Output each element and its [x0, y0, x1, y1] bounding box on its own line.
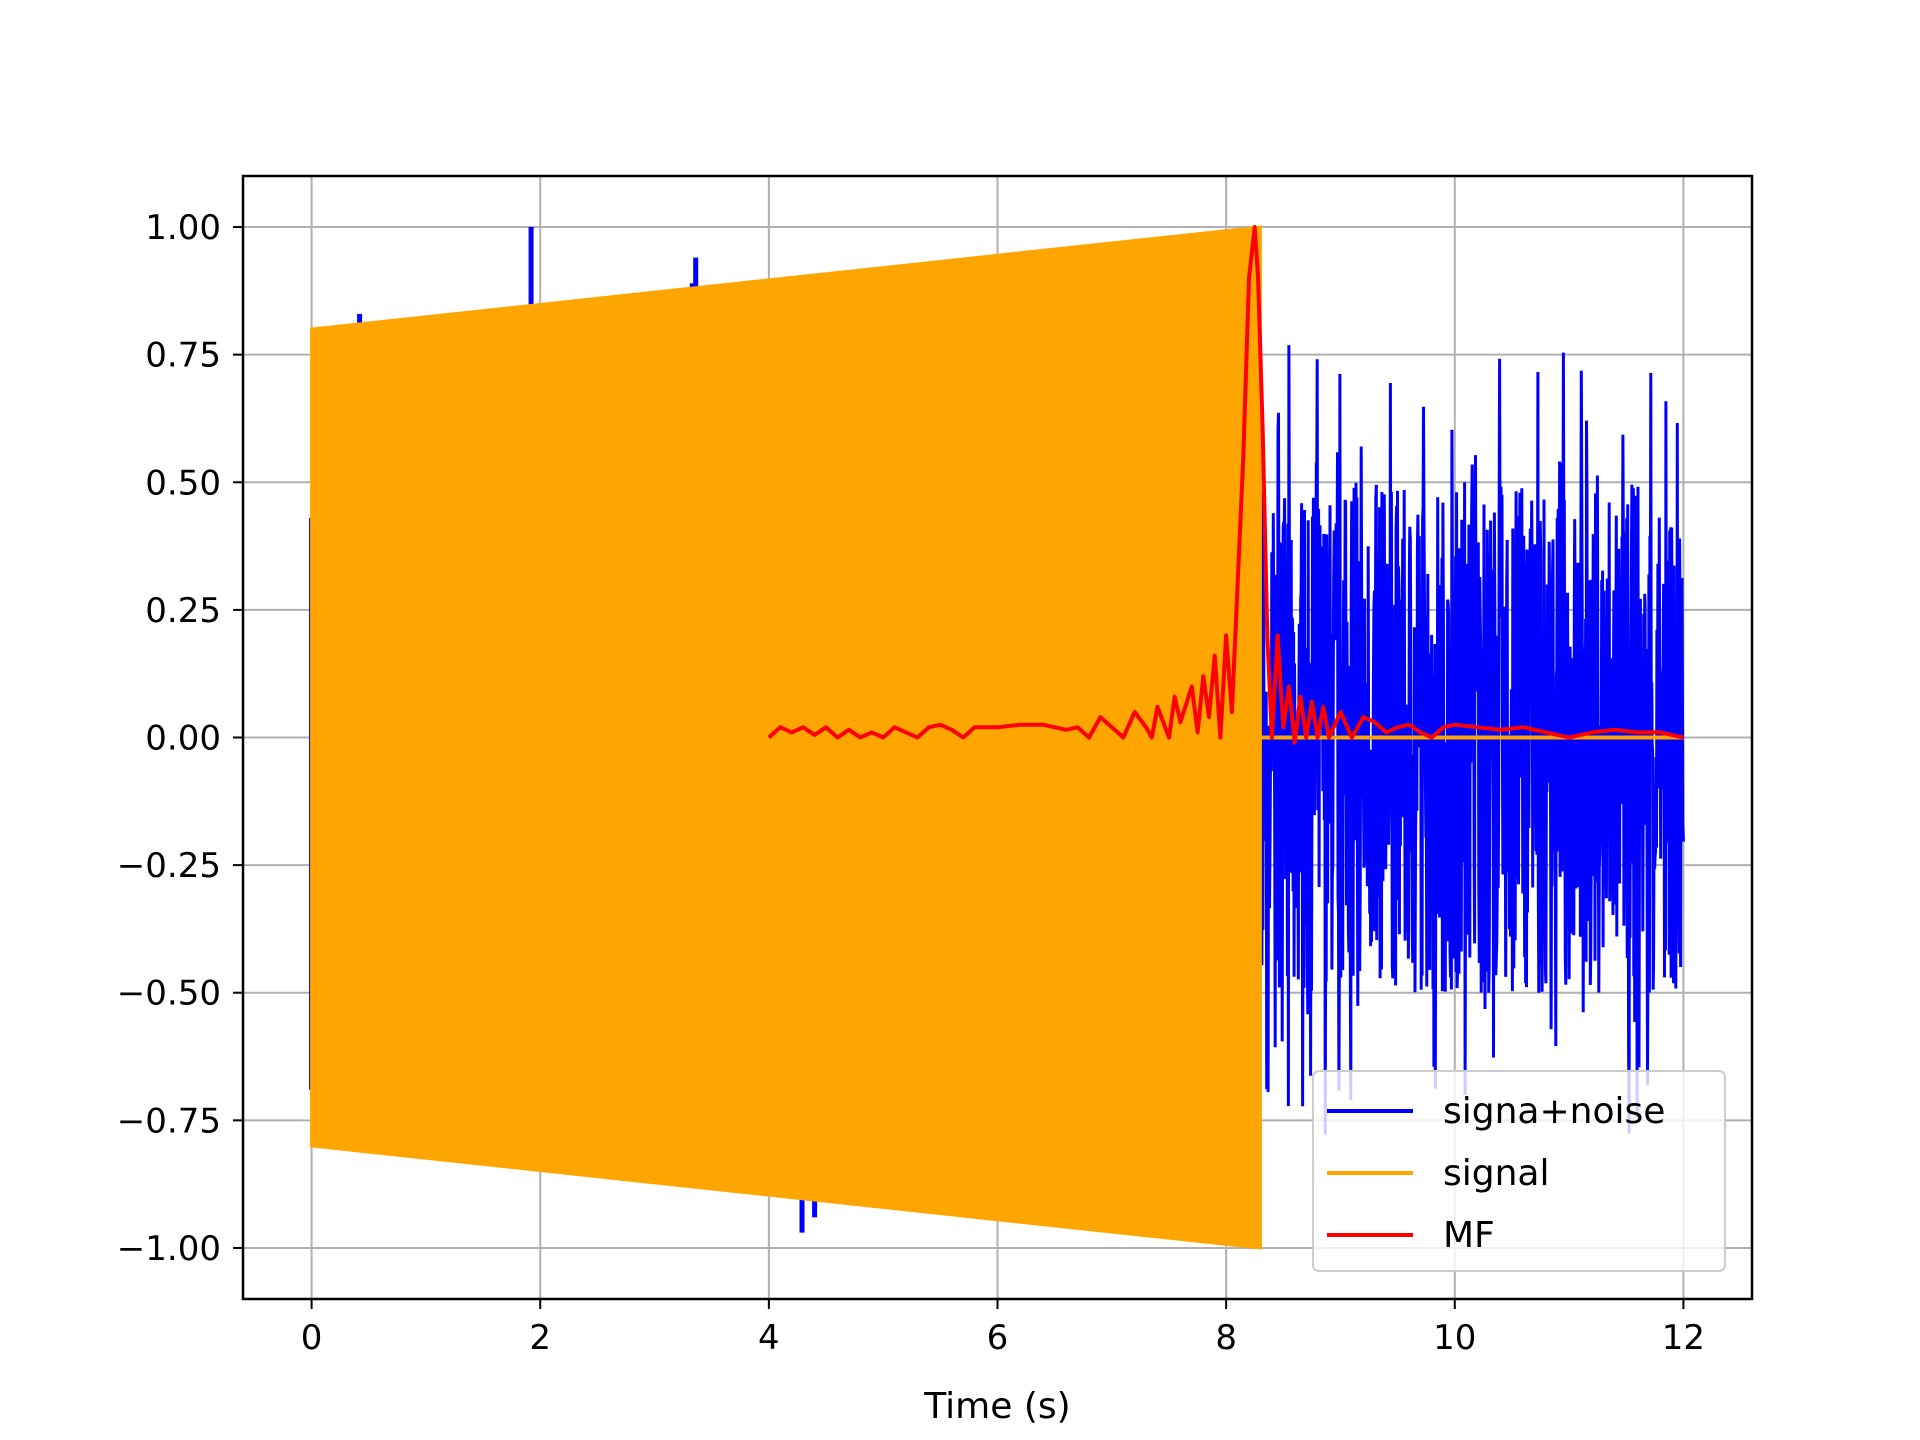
signal-envelope [310, 225, 1262, 1250]
x-tick-label: 10 [1433, 1318, 1476, 1358]
axes: 0 2 4 6 8 10 12 1.00 0.75 0.50 0.25 0.00 −0.25 −0.50 −… [117, 174, 1754, 1358]
legend: signa+noise signal MF [1312, 1070, 1726, 1272]
x-tick-label: 8 [1215, 1318, 1237, 1358]
y-tick-label: 0.75 [145, 336, 221, 376]
signal-noise-line [1256, 345, 1685, 1135]
y-tick-label: −0.75 [117, 1101, 221, 1141]
legend-label: MF [1443, 1215, 1495, 1256]
legend-box [1312, 1070, 1726, 1272]
legend-label: signal [1443, 1153, 1550, 1194]
x-tick-label: 4 [758, 1318, 780, 1358]
y-tick-label: −1.00 [117, 1229, 221, 1269]
x-tick-label: 0 [301, 1318, 323, 1358]
y-tick-label: 0.50 [145, 463, 221, 503]
x-tick-label: 12 [1662, 1318, 1705, 1358]
x-axis-label: Time (s) [923, 1386, 1070, 1427]
x-tick-label: 6 [987, 1318, 1009, 1358]
y-tick-label: −0.50 [117, 974, 221, 1014]
y-tick-label: 1.00 [145, 208, 221, 248]
series-layer [309, 225, 1685, 1250]
x-tick-label: 2 [529, 1318, 551, 1358]
y-tick-label: 0.25 [145, 591, 221, 631]
legend-label: signa+noise [1443, 1091, 1665, 1132]
y-tick-label: −0.25 [117, 846, 221, 886]
y-tick-label: 0.00 [145, 719, 221, 759]
mf-line [767, 225, 1684, 745]
